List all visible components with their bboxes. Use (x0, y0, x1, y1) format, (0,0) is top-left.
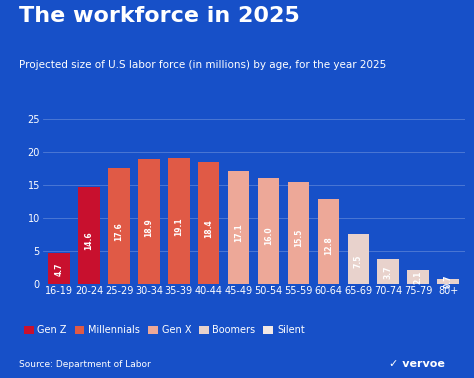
Bar (347, 234, 369, 284)
Bar (168, 158, 190, 284)
Bar (377, 259, 399, 284)
Text: 7.5: 7.5 (354, 255, 363, 268)
Bar (258, 178, 279, 284)
Bar (407, 270, 429, 284)
Text: The workforce in 2025: The workforce in 2025 (19, 6, 300, 26)
Text: 14.6: 14.6 (84, 231, 93, 249)
Bar (198, 163, 219, 284)
Text: 0.7: 0.7 (444, 275, 453, 288)
Legend: Gen Z, Millennials, Gen X, Boomers, Silent: Gen Z, Millennials, Gen X, Boomers, Sile… (24, 325, 305, 335)
Text: 2.1: 2.1 (414, 271, 423, 284)
Text: Source: Department of Labor: Source: Department of Labor (19, 359, 151, 369)
Bar (138, 159, 160, 284)
Text: 15.5: 15.5 (294, 228, 303, 247)
Bar (108, 168, 130, 284)
Bar (78, 187, 100, 284)
Text: 12.8: 12.8 (324, 236, 333, 255)
Text: 18.9: 18.9 (145, 218, 154, 237)
Bar (318, 199, 339, 284)
Text: 4.7: 4.7 (55, 263, 64, 276)
Text: 3.7: 3.7 (384, 266, 393, 279)
Text: Projected size of U.S labor force (in millions) by age, for the year 2025: Projected size of U.S labor force (in mi… (19, 60, 386, 70)
Text: 18.4: 18.4 (204, 220, 213, 239)
Bar (48, 253, 70, 284)
Text: ✓ vervoe: ✓ vervoe (389, 359, 445, 369)
Bar (288, 181, 309, 284)
Text: 17.1: 17.1 (234, 223, 243, 242)
Text: 17.6: 17.6 (114, 222, 123, 241)
Text: 16.0: 16.0 (264, 227, 273, 245)
Bar (438, 279, 459, 284)
Text: 19.1: 19.1 (174, 218, 183, 236)
Bar (228, 171, 249, 284)
